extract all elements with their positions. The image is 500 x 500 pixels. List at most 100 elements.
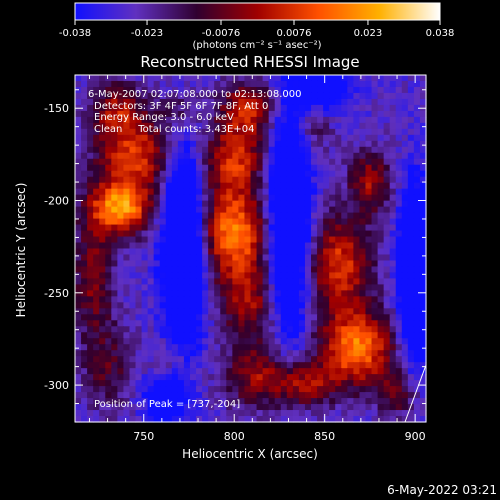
heatmap-cell (189, 368, 197, 375)
heatmap-cell (286, 194, 294, 202)
heatmap-cell (341, 134, 348, 142)
heatmap-cell (177, 380, 185, 387)
heatmap-cell (208, 362, 215, 369)
heatmap-cell (298, 302, 306, 309)
colorbar-strip (74, 2, 441, 21)
heatmap-cell (117, 176, 125, 184)
heatmap-cell (365, 380, 373, 387)
heatmap-cell (329, 368, 336, 375)
heatmap-cell (75, 392, 82, 399)
heatmap-cell (286, 104, 294, 112)
heatmap-cell (129, 104, 137, 112)
heatmap-cell (371, 320, 379, 327)
heatmap-cell (292, 362, 300, 369)
heatmap-cell (274, 272, 282, 280)
heatmap-cell (250, 398, 258, 405)
heatmap-cell (419, 116, 427, 124)
heatmap-cell (413, 122, 421, 130)
heatmap-cell (377, 110, 385, 118)
heatmap-cell (401, 260, 409, 268)
heatmap-cell (359, 152, 367, 160)
x-tick-label: 800 (224, 430, 245, 443)
heatmap-cell (311, 320, 318, 327)
heatmap-cell (341, 266, 348, 274)
heatmap-cell (292, 116, 300, 124)
heatmap-cell (196, 176, 203, 184)
heatmap-cell (377, 416, 385, 423)
heatmap-cell (183, 356, 191, 363)
heatmap-cell (232, 278, 239, 285)
heatmap-cell (353, 212, 361, 220)
heatmap-cell (262, 140, 270, 148)
heatmap-cell (238, 194, 246, 202)
heatmap-cell (189, 344, 197, 351)
heatmap-cell (359, 188, 367, 196)
heatmap-cell (395, 242, 403, 250)
heatmap-cell (226, 284, 233, 291)
heatmap-cell (395, 410, 403, 417)
heatmap-cell (129, 260, 137, 268)
heatmap-cell (123, 128, 131, 136)
heatmap-cell (262, 416, 270, 423)
heatmap-cell (268, 116, 276, 124)
heatmap-cell (256, 338, 264, 345)
heatmap-cell (317, 278, 324, 285)
heatmap-cell (220, 80, 227, 88)
heatmap-cell (256, 314, 264, 321)
heatmap-cell (165, 254, 173, 262)
heatmap-cell (274, 398, 282, 405)
heatmap-cell (238, 134, 246, 142)
heatmap-cell (317, 80, 324, 88)
heatmap-cell (232, 212, 239, 220)
heatmap-cell (407, 242, 415, 250)
heatmap-cell (280, 224, 288, 232)
heatmap-cell (341, 200, 348, 208)
heatmap-cell (419, 314, 427, 321)
heatmap-cell (238, 326, 246, 333)
heatmap-cell (123, 104, 131, 112)
heatmap-cell (99, 350, 106, 357)
heatmap-cell (214, 140, 221, 148)
heatmap-cell (335, 410, 342, 417)
heatmap-cell (353, 266, 361, 274)
heatmap-cell (171, 92, 179, 100)
heatmap-cell (208, 75, 215, 82)
heatmap-cell (87, 386, 94, 393)
heatmap-cell (93, 284, 100, 291)
heatmap-cell (401, 404, 409, 411)
heatmap-cell (153, 170, 161, 178)
heatmap-cell (75, 404, 82, 411)
heatmap-cell (280, 75, 288, 82)
heatmap-cell (335, 188, 342, 196)
heatmap-cell (189, 380, 197, 387)
heatmap-cell (341, 374, 348, 381)
heatmap-cell (81, 152, 88, 160)
heatmap-cell (395, 146, 403, 154)
heatmap-cell (105, 320, 112, 327)
heatmap-cell (238, 320, 246, 327)
heatmap-cell (268, 164, 276, 172)
heatmap-cell (244, 326, 252, 333)
heatmap-cell (111, 194, 118, 202)
heatmap-cell (147, 338, 155, 345)
heatmap-cell (244, 182, 252, 190)
heatmap-cell (298, 200, 306, 208)
heatmap-cell (323, 380, 330, 387)
heatmap-cell (244, 188, 252, 196)
heatmap-cell (298, 92, 306, 100)
heatmap-cell (298, 338, 306, 345)
heatmap-cell (123, 356, 131, 363)
heatmap-cell (226, 356, 233, 363)
heatmap-cell (99, 182, 106, 190)
heatmap-cell (304, 122, 312, 130)
heatmap-cell (81, 122, 88, 130)
heatmap-cell (81, 278, 88, 285)
heatmap-cell (311, 104, 318, 112)
heatmap-cell (335, 128, 342, 136)
heatmap-cell (220, 320, 227, 327)
heatmap-cell (141, 398, 149, 405)
heatmap-cell (419, 236, 427, 244)
y-tick-label: -300 (44, 379, 69, 392)
colorbar-tick-label: 0.0076 (277, 28, 312, 39)
heatmap-cell (377, 212, 385, 220)
